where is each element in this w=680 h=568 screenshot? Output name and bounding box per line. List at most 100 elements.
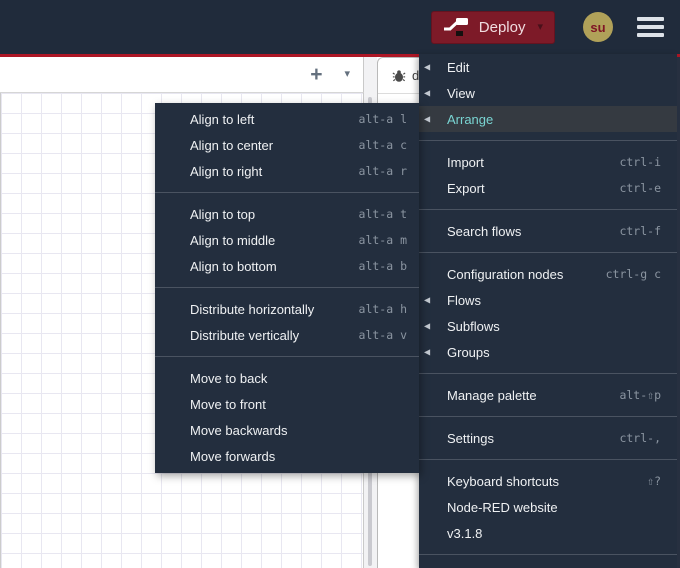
hamburger-icon — [637, 17, 664, 21]
menu-item-export[interactable]: Export ctrl-e — [419, 175, 677, 201]
menu-item-label: Arrange — [447, 111, 494, 127]
submenu-caret-icon: ◀ — [424, 62, 431, 72]
menu-separator — [155, 287, 419, 288]
submenu-caret-icon: ◀ — [424, 295, 431, 305]
submenu-item-align-center[interactable]: Align to center alt-a c — [155, 132, 419, 158]
deploy-icon — [443, 17, 469, 37]
menu-item-flows[interactable]: ◀ Flows — [419, 287, 677, 313]
menu-separator — [419, 252, 677, 253]
menu-item-label: Settings — [447, 430, 494, 446]
deploy-caret-icon[interactable]: ▾ — [537, 20, 543, 33]
menu-item-shortcut: ctrl-i — [619, 155, 661, 169]
submenu-item-label: Align to bottom — [190, 258, 277, 274]
menu-item-groups[interactable]: ◀ Groups — [419, 339, 677, 365]
menu-item-label: View — [447, 85, 475, 101]
submenu-item-label: Distribute horizontally — [190, 301, 315, 317]
menu-item-arrange[interactable]: ◀ Arrange — [419, 106, 677, 132]
menu-item-label: Subflows — [447, 318, 500, 334]
submenu-item-label: Align to right — [190, 163, 263, 179]
submenu-item-distribute-vertically[interactable]: Distribute vertically alt-a v — [155, 322, 419, 348]
submenu-item-distribute-horizontally[interactable]: Distribute horizontally alt-a h — [155, 296, 419, 322]
menu-separator — [419, 209, 677, 210]
menu-separator — [155, 192, 419, 193]
hamburger-icon — [637, 25, 664, 29]
submenu-item-move-to-back[interactable]: Move to back — [155, 365, 419, 391]
submenu-item-align-bottom[interactable]: Align to bottom alt-a b — [155, 253, 419, 279]
menu-item-label: Groups — [447, 344, 490, 360]
submenu-item-shortcut: alt-a t — [358, 207, 407, 221]
header-accent-line — [0, 54, 680, 57]
arrange-submenu: Align to left alt-a l Align to center al… — [155, 103, 419, 473]
menu-item-label: Node-RED website — [447, 499, 558, 515]
submenu-item-move-forwards[interactable]: Move forwards — [155, 443, 419, 469]
user-avatar[interactable]: su — [583, 12, 613, 42]
menu-item-label: Keyboard shortcuts — [447, 473, 560, 489]
deploy-label: Deploy — [478, 18, 526, 36]
menu-item-node-red-website[interactable]: Node-RED website — [419, 494, 677, 520]
submenu-item-shortcut: alt-a h — [358, 302, 407, 316]
submenu-item-shortcut: alt-a c — [358, 138, 407, 152]
submenu-item-align-right[interactable]: Align to right alt-a r — [155, 158, 419, 184]
menu-item-view[interactable]: ◀ View — [419, 80, 677, 106]
submenu-item-label: Align to middle — [190, 232, 276, 248]
submenu-item-shortcut: alt-a b — [358, 259, 407, 273]
menu-item-label: Configuration nodes — [447, 266, 564, 282]
menu-item-search-flows[interactable]: Search flows ctrl-f — [419, 218, 677, 244]
main-menu-button[interactable] — [635, 15, 666, 39]
submenu-item-label: Move to front — [190, 396, 266, 412]
submenu-item-align-left[interactable]: Align to left alt-a l — [155, 106, 419, 132]
menu-separator — [419, 554, 677, 555]
submenu-item-label: Move backwards — [190, 422, 288, 438]
submenu-item-label: Align to top — [190, 206, 256, 222]
submenu-item-label: Align to left — [190, 111, 255, 127]
submenu-item-move-backwards[interactable]: Move backwards — [155, 417, 419, 443]
submenu-caret-icon: ◀ — [424, 347, 431, 357]
menu-item-shortcut: ctrl-, — [619, 431, 661, 445]
submenu-item-align-top[interactable]: Align to top alt-a t — [155, 201, 419, 227]
menu-separator — [155, 356, 419, 357]
submenu-item-move-to-front[interactable]: Move to front — [155, 391, 419, 417]
submenu-item-shortcut: alt-a v — [358, 328, 407, 342]
submenu-item-shortcut: alt-a l — [358, 112, 407, 126]
submenu-item-label: Align to center — [190, 137, 274, 153]
menu-item-label: Search flows — [447, 223, 522, 239]
menu-item-label: Edit — [447, 59, 470, 75]
menu-item-shortcut: ctrl-e — [619, 181, 661, 195]
menu-item-label: v3.1.8 — [447, 525, 483, 541]
menu-item-configuration-nodes[interactable]: Configuration nodes ctrl-g c — [419, 261, 677, 287]
menu-item-import[interactable]: Import ctrl-i — [419, 149, 677, 175]
menu-item-version[interactable]: v3.1.8 — [419, 520, 677, 546]
submenu-item-label: Distribute vertically — [190, 327, 300, 343]
submenu-item-label: Move to back — [190, 370, 268, 386]
flow-list-dropdown-icon[interactable]: ▾ — [344, 68, 350, 80]
menu-separator — [419, 459, 677, 460]
menu-item-shortcut: alt-⇧p — [619, 388, 661, 402]
submenu-item-shortcut: alt-a r — [358, 164, 407, 178]
menu-separator — [419, 416, 677, 417]
main-menu: ◀ Edit ◀ View ◀ Arrange Import ctrl-i Ex… — [419, 54, 677, 568]
menu-separator — [419, 140, 677, 141]
submenu-caret-icon: ◀ — [424, 321, 431, 331]
submenu-item-shortcut: alt-a m — [358, 233, 407, 247]
menu-item-label: Import — [447, 154, 484, 170]
menu-item-edit[interactable]: ◀ Edit — [419, 54, 677, 80]
menu-item-settings[interactable]: Settings ctrl-, — [419, 425, 677, 451]
hamburger-icon — [637, 33, 664, 37]
submenu-item-align-middle[interactable]: Align to middle alt-a m — [155, 227, 419, 253]
submenu-caret-icon: ◀ — [424, 114, 431, 124]
menu-item-keyboard-shortcuts[interactable]: Keyboard shortcuts ⇧? — [419, 468, 677, 494]
submenu-item-label: Move forwards — [190, 448, 276, 464]
menu-item-shortcut: ctrl-f — [619, 224, 661, 238]
menu-item-manage-palette[interactable]: Manage palette alt-⇧p — [419, 382, 677, 408]
menu-item-subflows[interactable]: ◀ Subflows — [419, 313, 677, 339]
deploy-button[interactable]: Deploy ▾ — [430, 10, 555, 44]
menu-item-label: Export — [447, 180, 485, 196]
header-bar: Deploy ▾ su — [0, 0, 680, 54]
menu-edge-strip — [677, 57, 680, 568]
menu-item-label: Manage palette — [447, 387, 537, 403]
menu-item-shortcut: ctrl-g c — [605, 267, 661, 281]
add-flow-button[interactable]: + — [310, 63, 323, 86]
menu-separator — [419, 373, 677, 374]
submenu-caret-icon: ◀ — [424, 88, 431, 98]
